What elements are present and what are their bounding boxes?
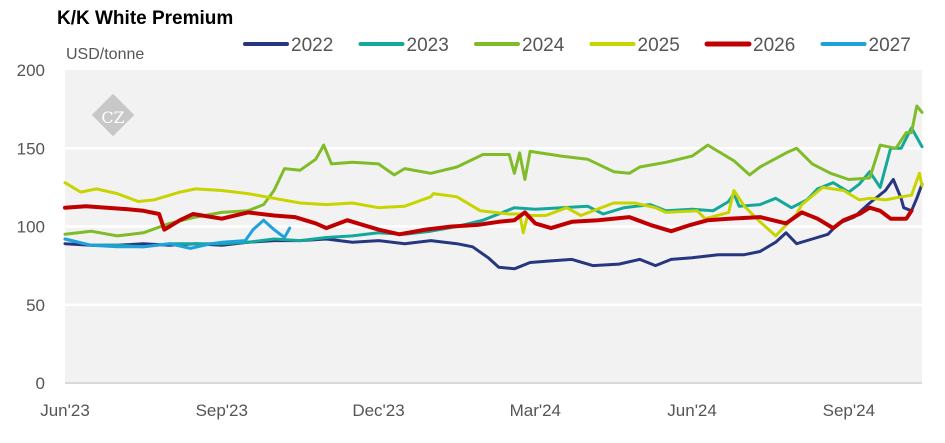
x-tick-label: Jun'24 <box>667 401 717 420</box>
x-tick-label: Sep'24 <box>823 401 875 420</box>
y-tick-label: 50 <box>26 296 45 315</box>
x-tick-label: Mar'24 <box>510 401 561 420</box>
legend-item-2026[interactable]: 2026 <box>704 35 795 56</box>
legend-item-2023[interactable]: 2023 <box>358 35 449 56</box>
chart-title: K/K White Premium <box>57 8 234 29</box>
series-line-2025 <box>63 171 924 238</box>
y-tick-label: 150 <box>17 139 45 158</box>
legend-label: 2025 <box>638 35 680 56</box>
x-tick-label: Dec'23 <box>352 401 404 420</box>
legend-item-2022[interactable]: 2022 <box>243 35 333 56</box>
y-tick-label: 0 <box>36 374 45 393</box>
legend-label: 2022 <box>291 35 333 56</box>
x-tick-label: Jun'23 <box>40 401 90 420</box>
x-tick-label: Sep'23 <box>196 401 248 420</box>
y-tick-label: 200 <box>17 61 45 80</box>
series-line-2026 <box>63 204 914 237</box>
legend-label: 2023 <box>407 35 449 56</box>
series-line-2024 <box>63 104 924 238</box>
legend-item-2024[interactable]: 2024 <box>474 35 565 56</box>
legend-item-2025[interactable]: 2025 <box>589 35 680 56</box>
series-line-2023 <box>63 126 924 249</box>
legend-label: 2026 <box>753 35 795 56</box>
legend-label: 2027 <box>869 35 911 56</box>
series-line-2027 <box>63 218 292 250</box>
y-tick-label: 100 <box>17 218 45 237</box>
legend-item-2027[interactable]: 2027 <box>820 35 911 56</box>
legend-label: 2024 <box>522 35 565 56</box>
y-axis-unit-label: USD/tonne <box>66 46 145 63</box>
cz-logo-text: CZ <box>101 108 124 127</box>
